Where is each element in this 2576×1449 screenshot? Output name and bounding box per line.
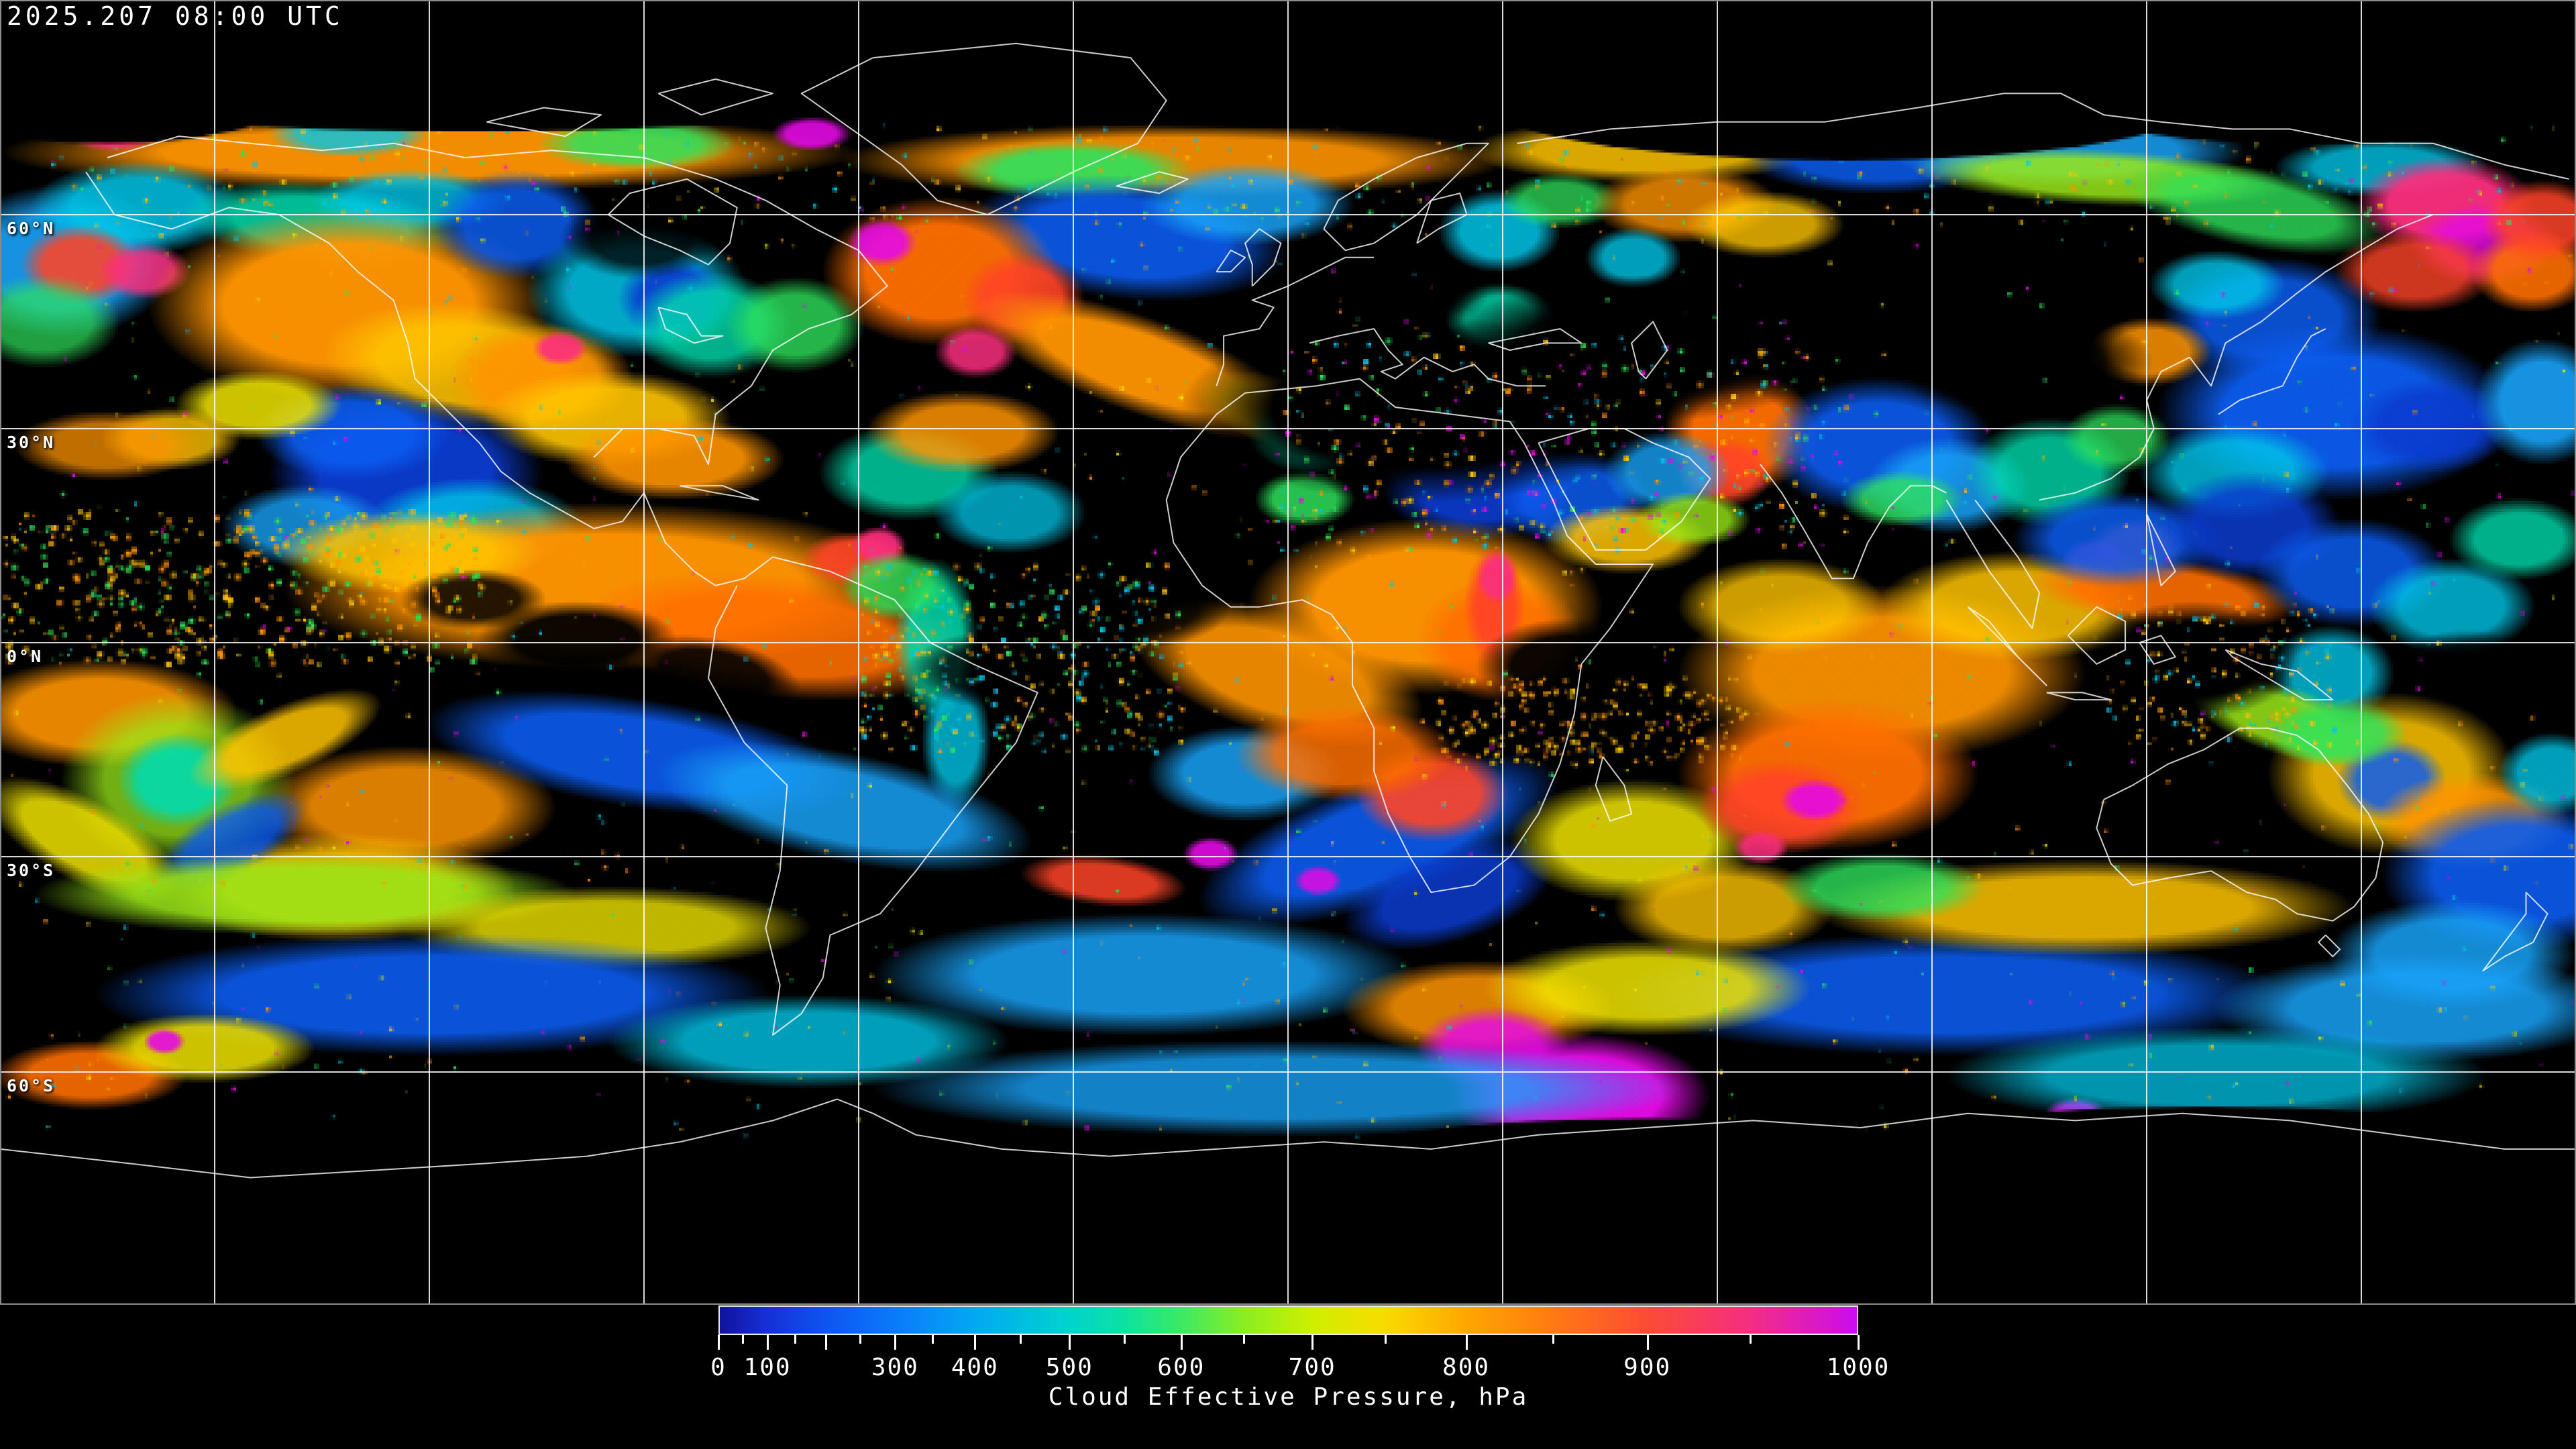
colorbar-tick	[1123, 1335, 1126, 1344]
coastline	[2068, 606, 2127, 665]
coastline	[1416, 193, 1468, 244]
coastline	[2318, 934, 2341, 957]
coastline	[2482, 892, 2548, 972]
latitude-label: 0°N	[7, 647, 44, 666]
timestamp: 2025.207 08:00 UTC	[7, 1, 343, 31]
coastline	[607, 178, 738, 266]
coastline	[2224, 649, 2334, 701]
coastline	[2218, 328, 2326, 415]
coastline	[1538, 428, 1711, 551]
colorbar-tick	[1465, 1335, 1468, 1350]
coastline	[2096, 727, 2384, 922]
coastline	[1760, 464, 1947, 580]
world-map-panel: 2025.207 08:00 UTC 60°N 30°N 0°N 30°S 60°S	[0, 0, 2576, 1305]
colorbar-tick-label: 400	[951, 1354, 999, 1381]
coastline	[1165, 378, 1654, 894]
coastline	[1216, 256, 1375, 386]
latitude-label: 60°S	[7, 1076, 56, 1095]
colorbar-tick	[741, 1335, 744, 1344]
colorbar-tick-label: 1000	[1826, 1354, 1890, 1381]
colorbar-tick-label: 800	[1442, 1354, 1491, 1381]
coastline	[2146, 514, 2176, 586]
map-overlay	[0, 0, 2576, 1305]
colorbar-tick	[1020, 1335, 1022, 1344]
coastline	[107, 136, 888, 466]
colorbar-tick	[1243, 1335, 1246, 1344]
latitude-label: 30°N	[7, 433, 56, 452]
colorbar-title: Cloud Effective Pressure, hPa	[1048, 1383, 1529, 1411]
colorbar-tick-label: 600	[1157, 1354, 1205, 1381]
colorbar-tick	[1552, 1335, 1554, 1344]
coastline	[1116, 171, 1189, 195]
coastline	[2139, 635, 2176, 665]
coastline	[85, 171, 716, 586]
coastline	[1595, 756, 1633, 822]
colorbar-tick	[1384, 1335, 1387, 1344]
colorbar-tick-label: 900	[1623, 1354, 1672, 1381]
coastline	[800, 42, 1167, 215]
colorbar-tick	[718, 1335, 720, 1350]
colorbar-tick	[894, 1335, 897, 1350]
colorbar-tick	[794, 1335, 796, 1344]
coastline	[1631, 321, 1668, 380]
coastline	[1517, 93, 2569, 180]
coastline	[486, 107, 602, 138]
coastline	[2039, 214, 2434, 501]
coastline	[2046, 692, 2112, 701]
coastline	[1323, 142, 1489, 252]
colorbar-tick-label: 0	[710, 1354, 727, 1381]
colorbar-tick-label: 500	[1045, 1354, 1093, 1381]
colorbar-tick	[1646, 1335, 1649, 1350]
latitude-label: 60°N	[7, 219, 56, 238]
coastline	[680, 485, 759, 501]
coastline	[657, 307, 724, 344]
colorbar-tick	[859, 1335, 861, 1344]
colorbar-tick	[1069, 1335, 1071, 1350]
colorbar-gradient	[718, 1305, 1858, 1335]
coastline	[708, 556, 1038, 1036]
colorbar-tick	[767, 1335, 769, 1350]
coastline	[657, 78, 773, 116]
colorbar-tick	[1858, 1335, 1860, 1350]
coastline	[1216, 250, 1246, 273]
colorbar-tick	[932, 1335, 934, 1344]
coastline	[1309, 328, 1546, 387]
colorbar-tick-label: 700	[1288, 1354, 1336, 1381]
colorbar-tick	[1180, 1335, 1183, 1350]
coastline	[1967, 606, 2047, 686]
colorbar: 0 100 300 400 500 600 700 800 900 1000 Cloud Effe…	[710, 1305, 1888, 1446]
colorbar-tick	[824, 1335, 827, 1350]
coastline	[1244, 228, 1282, 287]
coastline	[1945, 499, 2041, 629]
coastline	[0, 1098, 2576, 1179]
map-frame	[0, 0, 2576, 1305]
latitude-label: 30°S	[7, 861, 56, 880]
colorbar-tick-label: 100	[743, 1354, 792, 1381]
colorbar-tick	[974, 1335, 977, 1350]
colorbar-tick	[1311, 1335, 1314, 1350]
colorbar-tick-label: 300	[871, 1354, 919, 1381]
colorbar-tick	[1749, 1335, 1752, 1344]
coastline	[1488, 328, 1582, 351]
